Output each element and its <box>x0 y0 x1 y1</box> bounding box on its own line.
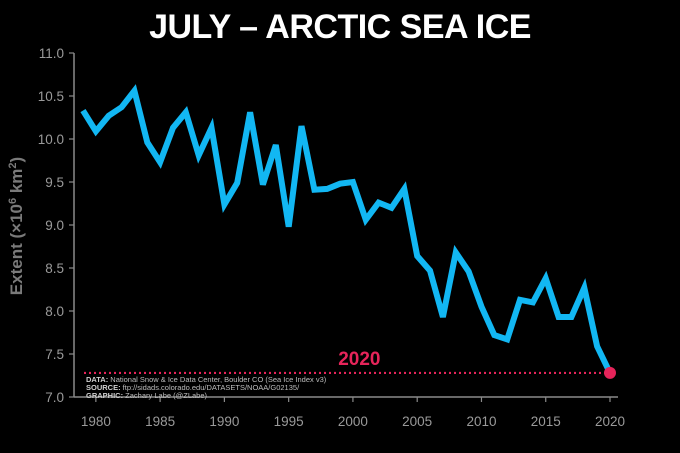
x-axis-ticks: 1980 1985 1990 1995 2000 2005 2010 2015 2020 <box>81 397 625 429</box>
credit-line: GRAPHIC: Zachary Labe (@ZLabe) <box>86 391 207 400</box>
y-axis-ticks: 7.0 7.5 8.0 8.5 9.0 9.5 10.0 10.5 11.0 <box>38 46 74 405</box>
x-tick-label: 2020 <box>595 414 625 429</box>
y-tick-label: 8.0 <box>45 304 64 319</box>
y-tick-label: 8.5 <box>45 261 64 276</box>
y-tick-label: 9.0 <box>45 218 64 233</box>
credit-line: SOURCE: ftp://sidads.colorado.edu/DATASE… <box>86 383 300 392</box>
x-tick-label: 1995 <box>274 414 304 429</box>
x-tick-label: 2005 <box>402 414 432 429</box>
chart-title: JULY – ARCTIC SEA ICE <box>149 8 531 46</box>
axes <box>73 53 618 398</box>
y-tick-label: 9.5 <box>45 175 64 190</box>
y-tick-label: 10.0 <box>38 132 64 147</box>
x-tick-label: 1985 <box>145 414 175 429</box>
annotation-2020: 2020 <box>338 349 380 370</box>
x-tick-label: 2010 <box>466 414 496 429</box>
x-tick-label: 1990 <box>209 414 239 429</box>
x-tick-label: 1980 <box>81 414 111 429</box>
x-tick-label: 2000 <box>338 414 368 429</box>
y-tick-label: 11.0 <box>39 46 64 61</box>
credits: DATA: National Snow & Ice Data Center, B… <box>86 375 327 400</box>
x-tick-label: 2015 <box>531 414 561 429</box>
series-line-july-extent <box>80 84 613 375</box>
y-tick-label: 7.5 <box>45 347 64 362</box>
y-tick-label: 7.0 <box>45 390 64 405</box>
y-tick-label: 10.5 <box>38 89 64 104</box>
credit-line: DATA: National Snow & Ice Data Center, B… <box>86 375 327 384</box>
highlight-point-2020 <box>604 366 616 379</box>
y-axis-label: Extent (×106 km2) <box>7 157 26 295</box>
